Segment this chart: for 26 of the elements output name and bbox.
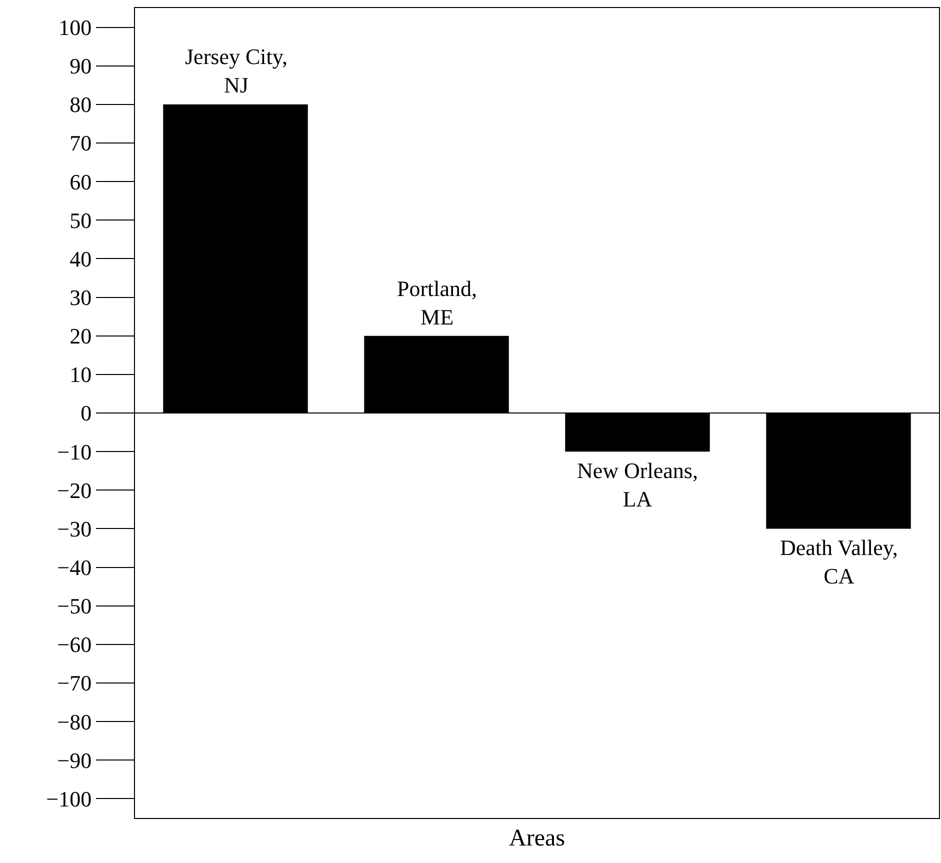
y-tick-label: −70 xyxy=(57,670,92,696)
y-tick-label: 70 xyxy=(70,130,92,156)
x-tick-label: Portland, ME xyxy=(397,276,478,330)
y-tick-label: 50 xyxy=(70,208,92,233)
y-tick-label: −30 xyxy=(57,516,92,542)
y-tick-label: −90 xyxy=(57,748,92,773)
x-tick-label: Death Valley, CA xyxy=(780,535,898,589)
y-tick-label: 80 xyxy=(70,92,92,118)
y-tick-label: −40 xyxy=(57,554,92,580)
x-tick-label: Jersey City, NJ xyxy=(185,44,288,98)
y-tick-label: −100 xyxy=(46,786,92,812)
y-tick-label: −80 xyxy=(57,709,92,734)
x-axis-title: Areas xyxy=(509,825,565,852)
y-tick-label: 40 xyxy=(70,246,92,272)
y-tick-label: 10 xyxy=(70,362,92,388)
y-tick-label: −20 xyxy=(57,478,92,503)
y-tick-label: 20 xyxy=(70,324,92,349)
y-tick-label: −60 xyxy=(57,632,92,658)
y-tick-label: 60 xyxy=(70,169,92,194)
y-tick-label: 90 xyxy=(70,54,92,79)
y-tick-label: 100 xyxy=(58,14,92,40)
y-tick-label: 0 xyxy=(80,400,92,426)
y-tick-label: −10 xyxy=(57,439,92,464)
y-tick-label: −50 xyxy=(57,594,92,619)
x-tick-label: New Orleans, LA xyxy=(577,458,698,512)
y-tick-label: 30 xyxy=(70,284,92,310)
